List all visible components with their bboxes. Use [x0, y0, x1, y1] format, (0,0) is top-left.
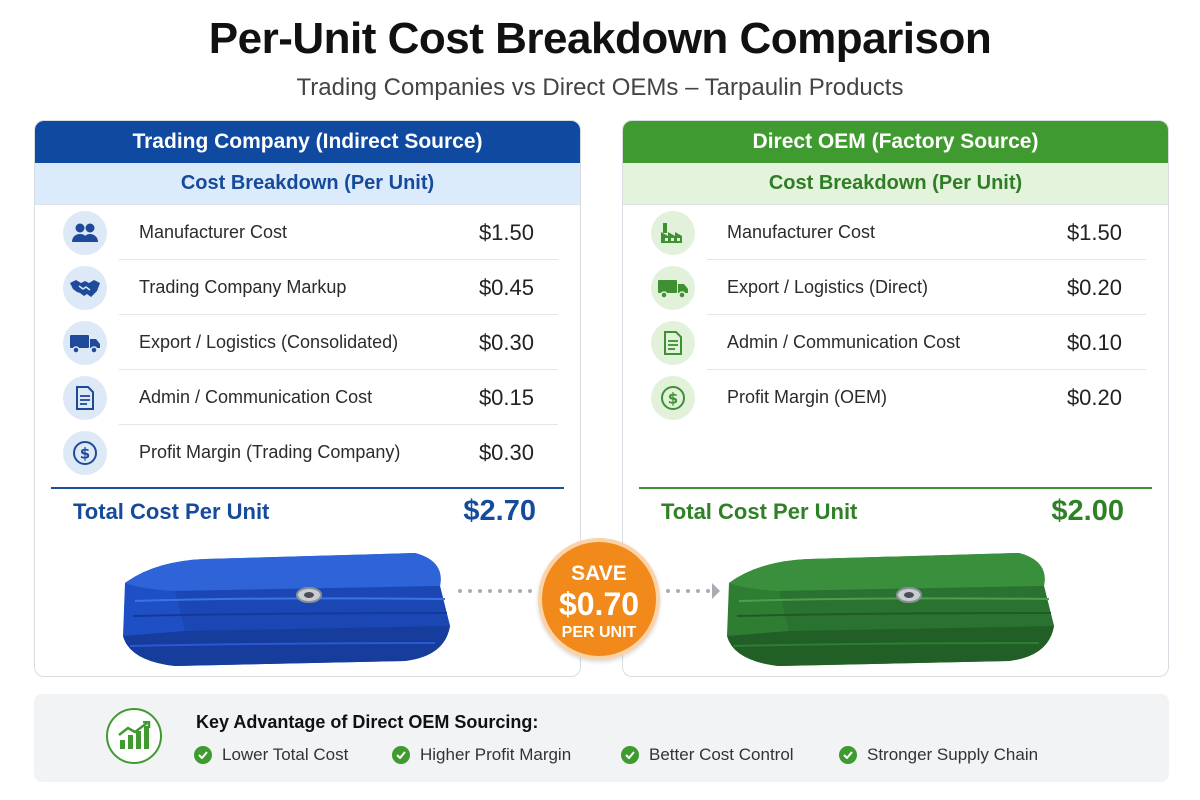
truck-icon [651, 265, 695, 310]
cost-rows: Manufacturer Cost $1.50 Trading Company … [35, 205, 580, 480]
cost-row: Export / Logistics (Consolidated) $0.30 [35, 315, 580, 370]
key-advantages-bar: Key Advantage of Direct OEM Sourcing: Lo… [34, 694, 1169, 782]
row-divider [119, 424, 558, 425]
svg-text:$: $ [668, 389, 678, 407]
row-label: Export / Logistics (Consolidated) [139, 332, 399, 352]
direct-oem-panel: Direct OEM (Factory Source) Cost Breakdo… [622, 120, 1169, 677]
cost-rows: Manufacturer Cost $1.50 Export / Logisti… [623, 205, 1168, 425]
total-divider [51, 487, 564, 489]
panel-subheader: Cost Breakdown (Per Unit) [35, 163, 580, 205]
advantage-item: Stronger Supply Chain [839, 745, 1038, 765]
factory-icon [651, 210, 695, 255]
row-label: Trading Company Markup [139, 277, 347, 297]
page-subtitle: Trading Companies vs Direct OEMs – Tarpa… [296, 74, 904, 101]
panel-header: Direct OEM (Factory Source) [623, 121, 1168, 163]
total-divider [639, 487, 1152, 489]
row-label: Admin / Communication Cost [139, 387, 373, 407]
svg-text:$: $ [80, 444, 90, 462]
row-value: $1.50 [478, 219, 534, 245]
advantage-item: Lower Total Cost [194, 745, 348, 765]
savings-amount: $0.70 [558, 586, 640, 622]
total-value: $2.00 [1051, 495, 1124, 527]
trading-company-panel: Trading Company (Indirect Source) Cost B… [34, 120, 581, 677]
row-divider [707, 259, 1146, 260]
savings-unit: PER UNIT [561, 624, 637, 641]
row-value: $1.50 [1066, 219, 1122, 245]
page-title: Per-Unit Cost Breakdown Comparison [208, 14, 992, 63]
cost-row: Export / Logistics (Direct) $0.20 [623, 260, 1168, 315]
row-divider [119, 369, 558, 370]
cost-row: Manufacturer Cost $1.50 [623, 205, 1168, 260]
arrow-right-icon [712, 583, 720, 599]
connector-dots-right [666, 589, 710, 593]
check-icon [621, 746, 639, 764]
cost-row: Admin / Communication Cost $0.10 [623, 315, 1168, 370]
panel-subheader: Cost Breakdown (Per Unit) [623, 163, 1168, 205]
cost-row: Trading Company Markup $0.45 [35, 260, 580, 315]
connector-dots-left [458, 589, 532, 593]
cost-row: Manufacturer Cost $1.50 [35, 205, 580, 260]
row-label: Export / Logistics (Direct) [727, 277, 929, 297]
total-label: Total Cost Per Unit [661, 499, 858, 524]
row-divider [707, 314, 1146, 315]
row-value: $0.10 [1066, 329, 1122, 355]
row-label: Profit Margin (Trading Company) [139, 442, 401, 462]
truck-icon [63, 320, 107, 365]
document-icon [63, 375, 107, 420]
row-divider [119, 314, 558, 315]
green-tarp-image [727, 553, 1054, 666]
row-value: $0.45 [478, 274, 534, 300]
advantage-item: Better Cost Control [621, 745, 794, 765]
total-label: Total Cost Per Unit [73, 499, 270, 524]
row-value: $0.30 [478, 329, 534, 355]
row-label: Admin / Communication Cost [727, 332, 961, 352]
blue-tarp-image [123, 553, 450, 666]
row-label: Manufacturer Cost [139, 222, 288, 242]
row-value: $0.20 [1066, 274, 1122, 300]
row-value: $0.30 [478, 439, 534, 465]
row-label: Manufacturer Cost [727, 222, 876, 242]
dollar-icon: $ [63, 430, 107, 475]
advantages-title: Key Advantage of Direct OEM Sourcing: [196, 712, 539, 732]
total-value: $2.70 [463, 495, 536, 527]
advantage-label: Higher Profit Margin [420, 745, 572, 764]
advantage-label: Stronger Supply Chain [867, 745, 1039, 764]
savings-label: SAVE [571, 562, 627, 585]
document-icon [651, 320, 695, 365]
handshake-icon [63, 265, 107, 310]
savings-badge: SAVE $0.70 PER UNIT [538, 538, 660, 660]
panel-header: Trading Company (Indirect Source) [35, 121, 580, 163]
advantage-item: Higher Profit Margin [392, 745, 571, 765]
advantage-label: Better Cost Control [649, 745, 794, 764]
advantage-label: Lower Total Cost [222, 745, 349, 764]
people-icon [63, 210, 107, 255]
cost-row: $ Profit Margin (OEM) $0.20 [623, 370, 1168, 425]
row-value: $0.20 [1066, 384, 1122, 410]
cost-row: $ Profit Margin (Trading Company) $0.30 [35, 425, 580, 480]
check-icon [194, 746, 212, 764]
cost-row: Admin / Communication Cost $0.15 [35, 370, 580, 425]
row-value: $0.15 [478, 384, 534, 410]
dollar-icon: $ [651, 375, 695, 420]
check-icon [839, 746, 857, 764]
growth-chart-icon [106, 708, 162, 764]
row-divider [707, 369, 1146, 370]
row-label: Profit Margin (OEM) [727, 387, 888, 407]
check-icon [392, 746, 410, 764]
row-divider [119, 259, 558, 260]
